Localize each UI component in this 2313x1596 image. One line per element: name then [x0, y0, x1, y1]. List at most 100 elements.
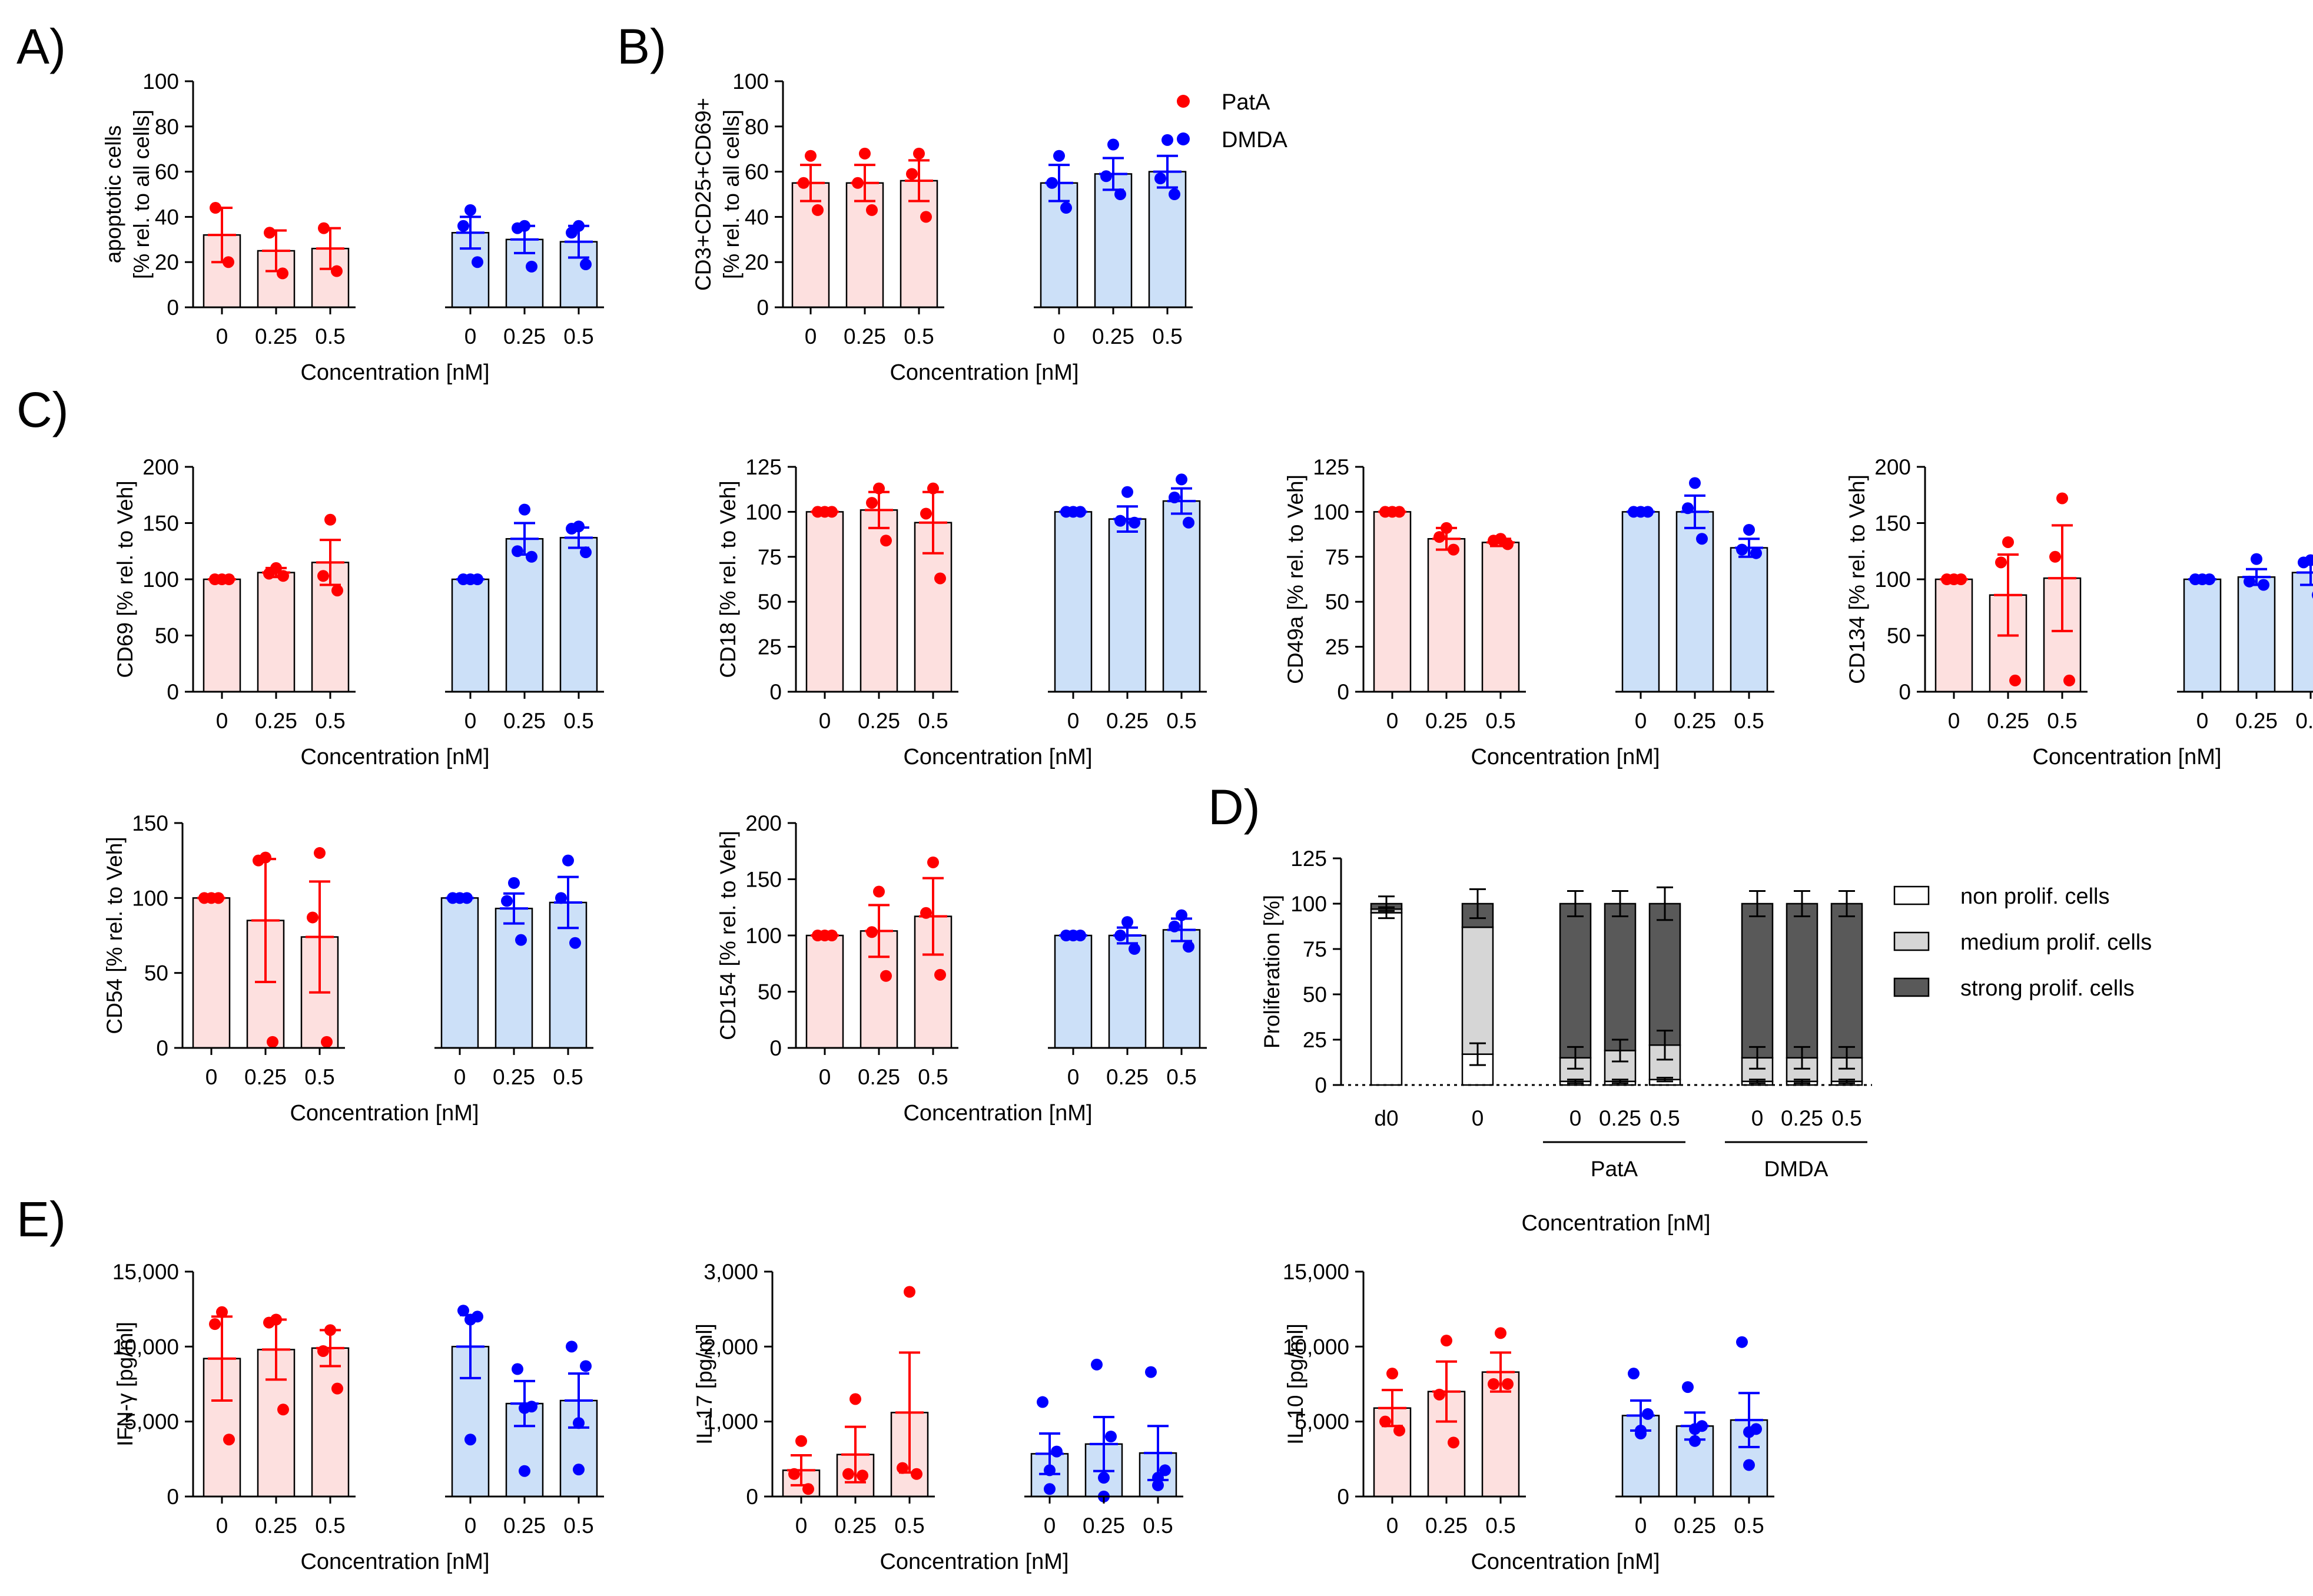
data-point	[464, 1313, 476, 1326]
data-point	[1441, 1335, 1452, 1347]
bar-dmda-1	[495, 907, 533, 1049]
x-tick-label: 0.25	[858, 1065, 900, 1089]
x-tick-label: 0.5	[1152, 324, 1182, 349]
x-tick-label: 0.25	[503, 324, 546, 349]
x-tick-label: 0	[216, 1514, 228, 1538]
y-axis-title: [% rel. to all cells]	[719, 110, 744, 279]
x-tick-label: 0.25	[503, 1514, 546, 1538]
data-point	[1169, 491, 1180, 503]
data-point	[1114, 515, 1126, 527]
bar-dmda-1	[1108, 934, 1147, 1049]
data-point	[223, 1434, 235, 1446]
data-point	[198, 892, 210, 904]
x-tick-label: 0	[819, 709, 831, 733]
data-point	[1635, 1424, 1647, 1436]
data-point	[210, 202, 221, 214]
y-tick-label: 0	[156, 1036, 168, 1060]
ifn-gamma-chart: 0 5,000 10,000 15,000 0 0.25 0.5 0 0.25 0.5 Concen…	[112, 1260, 604, 1574]
bar-dmda-0	[2183, 578, 2222, 693]
data-point	[1060, 930, 1072, 941]
data-point	[859, 147, 871, 160]
y-tick-label: 25	[1303, 1028, 1327, 1052]
data-point	[1044, 1464, 1056, 1476]
data-point	[331, 265, 343, 277]
group-label: PatA	[1591, 1157, 1638, 1181]
y-tick-label: 200	[745, 811, 782, 835]
data-point	[906, 168, 918, 180]
data-point	[1183, 516, 1194, 529]
data-point	[852, 177, 864, 189]
cd54-chart: 0 50 100 150 0 0.25 0.5 0 0.25 0.5 Concentration […	[102, 811, 593, 1126]
legend-dmda-label: DMDA	[1222, 128, 1288, 152]
data-point	[2063, 674, 2075, 686]
x-tick-label: 0.5	[563, 709, 593, 733]
data-point	[461, 892, 473, 904]
x-tick-label: 0	[464, 709, 477, 733]
y-tick-label: 80	[155, 115, 179, 139]
stack-segment-2	[1830, 902, 1863, 1059]
x-tick-label: 0.5	[1734, 1514, 1764, 1538]
x-tick-label: 0	[1569, 1106, 1582, 1130]
data-point	[324, 1324, 336, 1336]
data-point	[1736, 543, 1748, 556]
bar-dmda-0	[1621, 511, 1660, 693]
data-point	[2244, 575, 2255, 588]
data-point	[277, 1403, 289, 1416]
y-tick-label: 20	[745, 250, 769, 274]
x-tick-label: 0.5	[315, 709, 345, 733]
x-tick-label: 0	[1635, 709, 1647, 733]
data-point	[795, 1435, 807, 1447]
data-point	[1433, 531, 1445, 543]
panel-label-a: A)	[16, 19, 66, 74]
x-tick-label: 0	[454, 1065, 466, 1089]
data-point	[464, 1434, 476, 1446]
y-tick-label: 1,000	[703, 1410, 758, 1434]
data-point	[263, 1316, 275, 1329]
data-point	[317, 1345, 329, 1357]
data-point	[1995, 556, 2007, 569]
data-point	[873, 885, 885, 898]
y-tick-label: 0	[769, 680, 782, 704]
bar-pata-2	[1481, 542, 1520, 693]
legend-label: non prolif. cells	[1960, 884, 2109, 909]
x-tick-label: 0	[1044, 1514, 1056, 1538]
panel-label-d: D)	[1208, 779, 1260, 835]
data-point	[866, 497, 878, 509]
bar-dmda-0	[1054, 511, 1093, 693]
stack-segment-1	[1830, 1057, 1863, 1083]
bar-pata-0	[805, 511, 844, 693]
x-tick-label: 0	[1948, 709, 1960, 733]
y-axis-title: IFN-γ [pg/ml]	[113, 1322, 137, 1446]
x-tick-label: 0	[805, 324, 817, 349]
data-point	[1743, 523, 1755, 536]
y-tick-label: 60	[745, 160, 769, 184]
y-tick-label: 0	[1337, 1485, 1349, 1509]
cd69-chart: 0 50 100 150 200 0 0.25 0.5 0 0.25 0.5 Concentratio…	[113, 455, 604, 769]
cd3-cd25-cd69-chart: 0 20 40 60 80 100 0 0.25 0.5 0 0.25 0.5 Concentratio…	[691, 69, 1193, 385]
legend-swatch	[1893, 977, 1930, 997]
y-tick-label: 40	[745, 205, 769, 229]
x-tick-label: 0	[1751, 1106, 1764, 1130]
data-point	[1433, 1388, 1445, 1401]
data-point	[1689, 1435, 1701, 1447]
data-point	[1169, 920, 1180, 933]
data-point	[1379, 506, 1391, 518]
data-point	[1105, 1431, 1117, 1443]
data-point	[321, 1036, 333, 1048]
legend-label: medium prolif. cells	[1960, 930, 2152, 955]
x-tick-label: 0	[1472, 1106, 1484, 1130]
data-point	[880, 535, 892, 547]
data-point	[526, 550, 537, 563]
y-axis-title: CD49a [% rel. to Veh]	[1283, 475, 1308, 684]
data-point	[1098, 1472, 1110, 1484]
x-tick-label: 0.25	[1674, 709, 1716, 733]
data-point	[216, 1306, 228, 1318]
panel-label-e: E)	[16, 1192, 66, 1247]
y-tick-label: 5,000	[124, 1410, 179, 1434]
x-tick-label: 0.25	[1987, 709, 2029, 733]
legend-swatch	[1893, 885, 1930, 905]
data-point	[1129, 943, 1140, 955]
x-axis-title: Concentration [nM]	[890, 360, 1078, 385]
data-point	[1176, 909, 1187, 921]
